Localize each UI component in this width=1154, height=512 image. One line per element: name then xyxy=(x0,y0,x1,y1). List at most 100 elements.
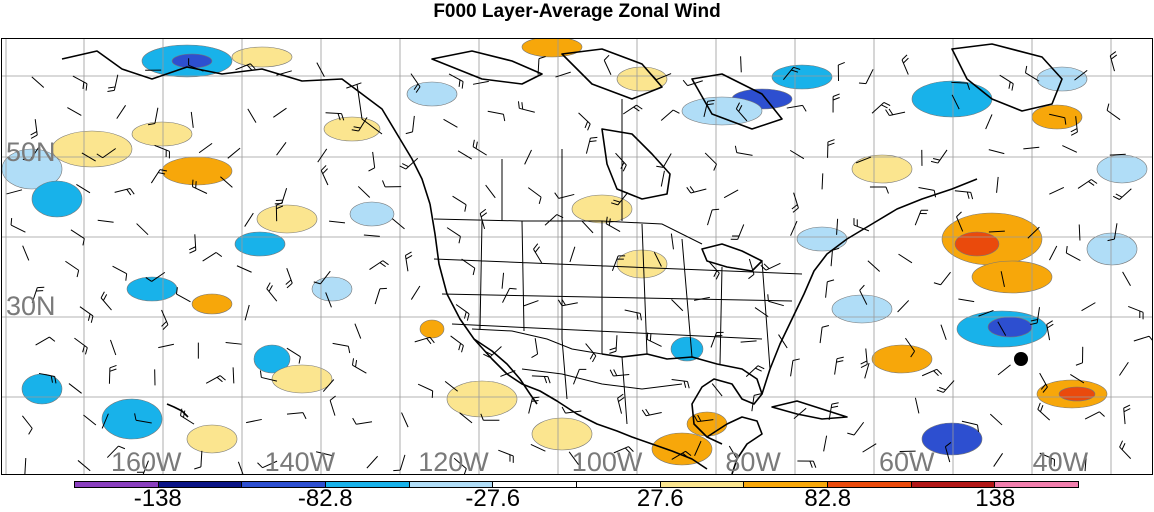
wind-barb xyxy=(1049,187,1064,194)
wind-contour xyxy=(232,47,292,67)
wind-barb xyxy=(661,110,679,121)
wind-barb xyxy=(451,336,464,352)
wind-barb xyxy=(355,324,361,339)
wind-contour xyxy=(797,227,847,251)
wind-barb xyxy=(71,230,84,246)
wind-barb xyxy=(273,108,286,117)
map-title: F000 Layer-Average Zonal Wind xyxy=(0,0,1154,24)
longitude-label: 160W xyxy=(111,449,182,476)
wind-barb xyxy=(989,150,1004,154)
wind-barb xyxy=(445,381,458,391)
wind-barb xyxy=(462,259,475,275)
wind-barb xyxy=(406,116,415,134)
wind-barb xyxy=(1123,272,1131,286)
state-lines xyxy=(434,99,802,369)
wind-barb xyxy=(915,210,928,225)
wind-barb xyxy=(237,266,252,272)
wind-contour xyxy=(420,320,444,338)
wind-contour xyxy=(1087,233,1137,265)
wind-contour xyxy=(522,39,582,57)
wind-barb xyxy=(500,371,515,377)
wind-barb xyxy=(1023,147,1039,149)
wind-barb xyxy=(480,209,487,229)
wind-barb xyxy=(558,299,577,306)
longitude-label: 60W xyxy=(879,449,935,476)
wind-contour xyxy=(407,82,457,106)
colorbar-tick-label: 27.6 xyxy=(637,487,684,511)
wind-barb xyxy=(532,338,538,357)
wind-barb xyxy=(194,451,202,469)
wind-barb xyxy=(647,333,661,347)
wind-barb xyxy=(392,219,404,229)
wind-barb xyxy=(854,218,869,231)
wind-barb xyxy=(233,367,234,383)
wind-barb xyxy=(711,332,724,347)
wind-barb xyxy=(67,108,81,116)
wind-contour xyxy=(187,425,237,453)
wind-barb xyxy=(98,220,114,222)
wind-barb xyxy=(899,254,912,263)
wind-barb xyxy=(604,55,611,75)
wind-contour xyxy=(172,54,212,68)
wind-contour xyxy=(617,250,667,278)
wind-barb xyxy=(382,180,401,186)
wind-barb xyxy=(375,288,387,304)
wind-barb xyxy=(616,153,627,171)
wind-barb xyxy=(11,218,25,232)
wind-barb xyxy=(1134,336,1152,341)
wind-barb xyxy=(1085,412,1104,419)
wind-contour xyxy=(852,155,912,183)
coastline-gulf xyxy=(602,354,762,444)
wind-barb xyxy=(22,416,32,435)
wind-contour xyxy=(955,232,999,256)
wind-barb xyxy=(69,384,82,394)
wind-barb xyxy=(31,119,38,138)
wind-barb xyxy=(1120,441,1131,459)
station-marker xyxy=(1014,352,1028,366)
great-lakes xyxy=(702,244,762,271)
wind-barb xyxy=(1038,403,1050,420)
wind-barb xyxy=(115,188,135,195)
wind-barb xyxy=(206,376,225,384)
wind-barb xyxy=(162,310,168,330)
wind-barb xyxy=(797,461,815,468)
colorbar xyxy=(74,481,1079,488)
wind-barb xyxy=(25,458,26,474)
wind-barb xyxy=(934,272,951,285)
wind-barb xyxy=(712,384,722,397)
wind-barb xyxy=(286,268,292,288)
wind-contour xyxy=(1059,387,1095,401)
wind-barb xyxy=(902,55,908,75)
latitude-label: 50N xyxy=(6,139,56,166)
wind-barb xyxy=(1107,104,1120,120)
wind-barb xyxy=(642,409,661,416)
wind-barb xyxy=(609,335,617,353)
wind-barb xyxy=(107,75,117,92)
wind-contour xyxy=(272,365,332,393)
wind-barb xyxy=(1078,179,1097,188)
colorbar-tick-label: 138 xyxy=(975,487,1015,511)
wind-barb xyxy=(835,357,844,374)
wind-barb xyxy=(117,105,126,118)
wind-barb xyxy=(625,310,642,320)
map-canvas xyxy=(2,39,1152,474)
wind-barb xyxy=(994,453,1003,466)
wind-barb xyxy=(367,456,378,468)
wind-barb xyxy=(473,81,489,84)
wind-barb xyxy=(65,261,78,277)
wind-barb xyxy=(74,338,87,354)
us-canada-border xyxy=(434,219,702,244)
wind-contour xyxy=(22,374,62,404)
wind-barb xyxy=(453,196,467,211)
wind-barb xyxy=(1062,146,1077,153)
wind-barb xyxy=(109,365,116,383)
wind-barb xyxy=(32,77,44,88)
wind-barb xyxy=(447,228,460,244)
wind-barb xyxy=(80,307,93,323)
wind-barb xyxy=(502,273,503,289)
wind-barb xyxy=(248,109,256,123)
wind-barb xyxy=(791,221,797,236)
wind-barb xyxy=(393,455,405,471)
wind-barb xyxy=(199,143,212,152)
wind-barb xyxy=(937,381,954,393)
